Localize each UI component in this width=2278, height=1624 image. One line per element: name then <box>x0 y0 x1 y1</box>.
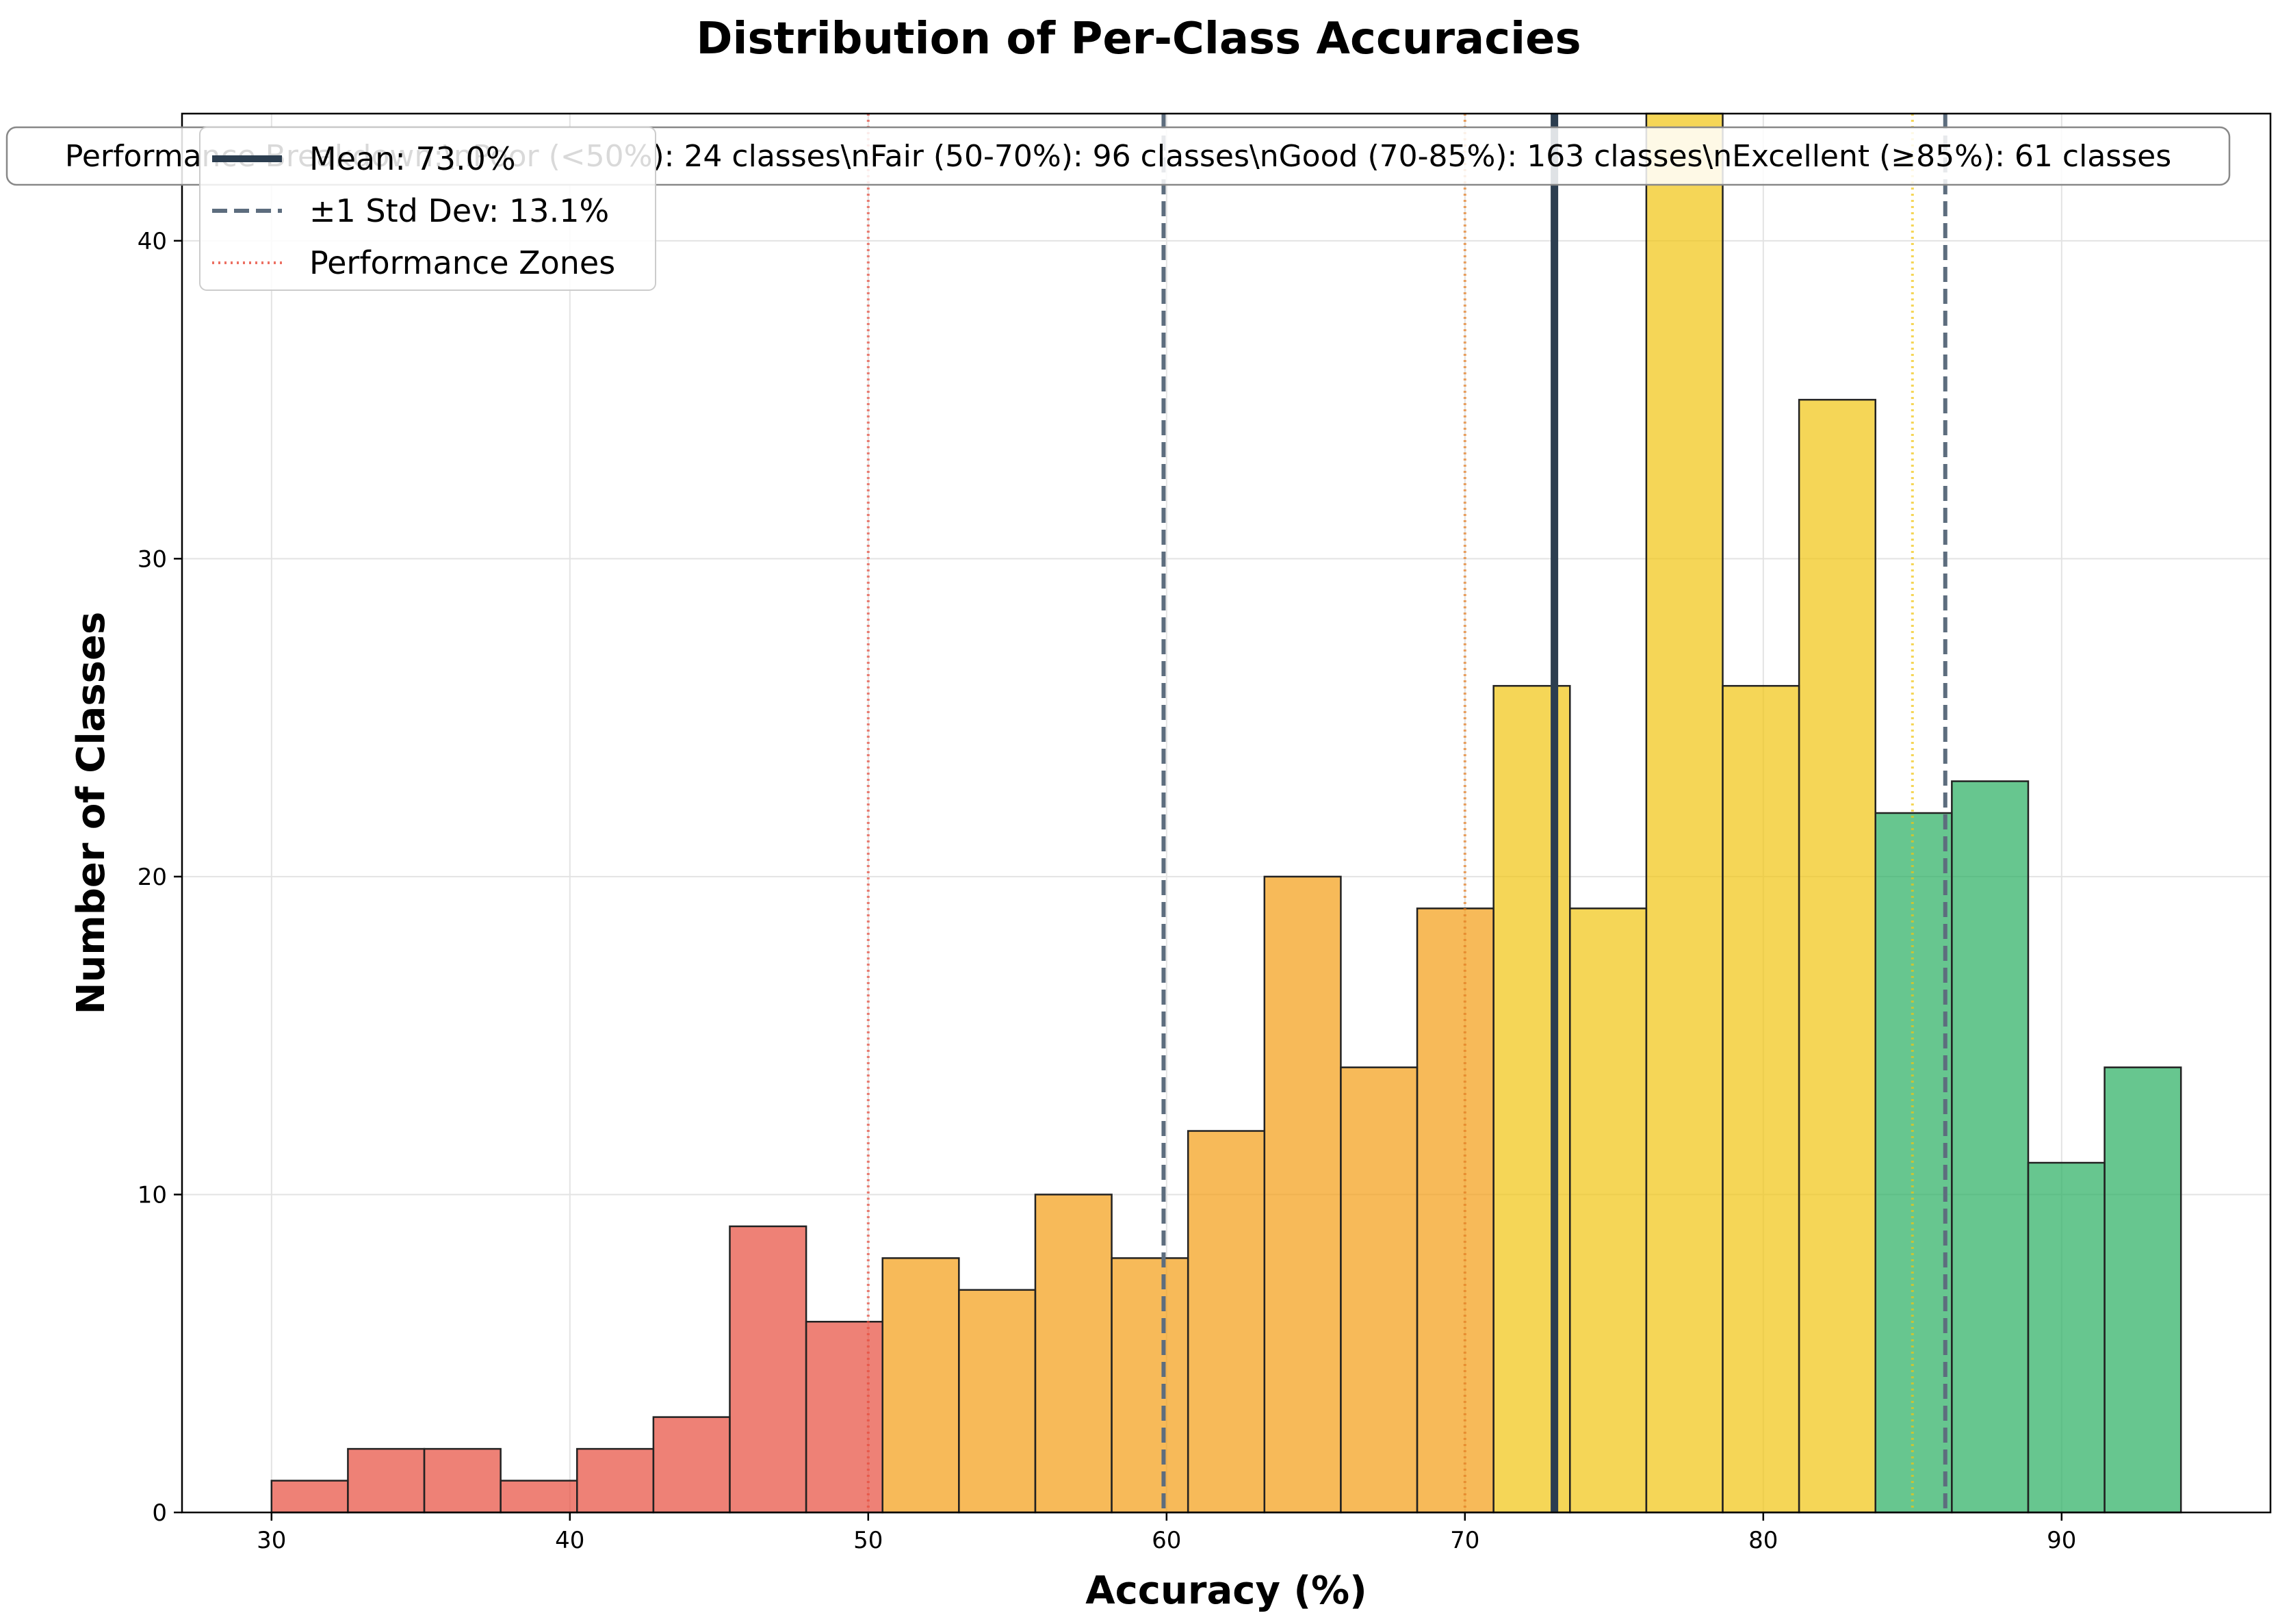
histogram-bar <box>1492 684 1571 1514</box>
x-tick-label: 70 <box>1450 1527 1479 1554</box>
legend-label: Mean: 73.0% <box>309 140 516 177</box>
histogram-bar <box>423 1447 502 1514</box>
histogram-bar <box>500 1480 578 1514</box>
chart-title: Distribution of Per-Class Accuracies <box>696 14 1581 64</box>
histogram-bar <box>1722 684 1800 1514</box>
legend-label: ±1 Std Dev: 13.1% <box>309 192 609 229</box>
histogram-bar <box>1263 875 1342 1514</box>
histogram-bar <box>2104 1066 2182 1514</box>
x-tick-label: 90 <box>2047 1527 2076 1554</box>
histogram-bar <box>1569 907 1648 1514</box>
histogram-bar <box>1340 1066 1419 1514</box>
y-tick-label: 10 <box>138 1181 167 1209</box>
legend: Mean: 73.0% ±1 Std Dev: 13.1% Performance … <box>199 127 656 291</box>
y-tick-label: 40 <box>138 228 167 255</box>
y-tick-label: 20 <box>138 864 167 891</box>
legend-frame <box>199 127 656 291</box>
histogram-bar <box>652 1416 731 1514</box>
histogram-bar <box>1798 398 1876 1514</box>
y-tick-label: 0 <box>152 1499 167 1527</box>
histogram-bar <box>576 1447 655 1514</box>
x-tick-label: 80 <box>1748 1527 1778 1554</box>
histogram-bar <box>1034 1194 1113 1514</box>
histogram-bar <box>2027 1161 2106 1514</box>
x-tick-label: 40 <box>555 1527 584 1554</box>
histogram-bar <box>729 1225 807 1514</box>
histogram-bar <box>270 1480 349 1514</box>
y-axis-title: Number of Classes <box>69 612 114 1015</box>
histogram-bar <box>958 1289 1037 1514</box>
x-tick-label: 30 <box>257 1527 286 1554</box>
plot-frame <box>181 112 2272 1514</box>
y-tick-label: 30 <box>138 545 167 573</box>
histogram-bar <box>347 1447 426 1514</box>
x-tick-label: 60 <box>1152 1527 1181 1554</box>
histogram-bar <box>805 1321 883 1514</box>
axis-ticks: 30 40 50 60 70 80 90 0 10 20 30 40 <box>138 228 2077 1554</box>
histogram-bar <box>1416 907 1494 1514</box>
histogram-bar <box>1951 780 2030 1514</box>
reference-lines <box>866 114 1947 1512</box>
histogram-bars <box>270 112 2182 1514</box>
histogram-bar <box>881 1257 960 1514</box>
histogram-bar <box>1645 112 1724 1514</box>
histogram-bar <box>1111 1257 1189 1514</box>
x-axis-title: Accuracy (%) <box>1085 1569 1367 1613</box>
x-tick-label: 50 <box>853 1527 883 1554</box>
legend-label: Performance Zones <box>309 244 615 281</box>
histogram-bar <box>1187 1130 1266 1514</box>
